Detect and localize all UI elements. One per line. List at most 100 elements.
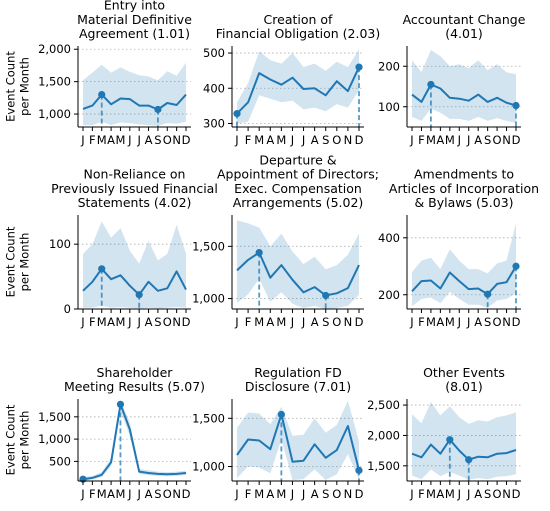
x-tick-label: M (254, 133, 264, 147)
x-tick-label: A (107, 487, 115, 501)
max-point (98, 91, 106, 99)
y-axis-label-line: Event Count (4, 51, 18, 122)
x-tick-label: M (97, 487, 107, 501)
y-tick-label: 1,000 (192, 460, 225, 474)
x-tick-label: J (80, 315, 84, 329)
x-tick-label: J (290, 315, 294, 329)
x-tick-label: J (290, 487, 294, 501)
x-tick-label: D (512, 315, 521, 329)
confidence-band (83, 400, 186, 481)
panel-title-line: Departure & (259, 152, 336, 167)
x-tick-label: N (502, 315, 511, 329)
x-tick-label: J (234, 315, 238, 329)
x-tick-label: O (493, 315, 502, 329)
confidence-band (412, 50, 516, 123)
panel-title-line: Non-Reliance on (84, 167, 186, 182)
x-tick-label: J (80, 487, 84, 501)
x-tick-label: O (332, 315, 341, 329)
x-tick-label: A (145, 315, 153, 329)
confidence-band (237, 220, 359, 309)
x-tick-label: J (409, 487, 413, 501)
x-tick-label: O (332, 133, 341, 147)
y-axis-label: Event Countper Month (4, 51, 32, 122)
x-tick-label: N (172, 487, 181, 501)
max-point (116, 400, 125, 408)
panel-title-line: Agreement (1.01) (79, 26, 190, 41)
y-tick-label: 1,500 (38, 75, 71, 89)
x-tick-label: M (445, 315, 455, 329)
x-tick-label: N (344, 315, 353, 329)
x-tick-label: D (182, 487, 191, 501)
y-tick-label: 100 (378, 100, 400, 114)
min-point (233, 110, 241, 118)
y-tick-label: 2,500 (367, 398, 400, 412)
x-tick-label: D (512, 133, 521, 147)
confidence-band (237, 49, 359, 124)
x-tick-label: F (245, 315, 252, 329)
x-tick-label: J (457, 487, 461, 501)
max-point (255, 249, 263, 257)
max-point (98, 265, 106, 273)
y-tick-label: 1,000 (38, 432, 71, 446)
x-tick-label: N (172, 315, 181, 329)
y-tick-label: 500 (49, 454, 71, 468)
x-tick-label: J (466, 315, 470, 329)
x-tick-label: F (245, 133, 252, 147)
confidence-band (83, 221, 186, 309)
x-tick-label: A (107, 133, 115, 147)
x-tick-label: A (266, 315, 274, 329)
x-tick-label: S (484, 487, 491, 501)
min-point (465, 456, 473, 464)
x-tick-label: M (426, 315, 436, 329)
x-tick-label: J (301, 133, 305, 147)
series-line (411, 265, 517, 296)
x-tick-label: A (474, 487, 482, 501)
x-tick-label: A (145, 133, 153, 147)
x-tick-label: J (457, 315, 461, 329)
y-tick-label: 1,000 (192, 292, 225, 306)
x-tick-label: D (512, 487, 521, 501)
panel-title-line: Accountant Change (403, 12, 526, 27)
y-tick-label: 1,500 (367, 459, 400, 473)
y-axis-label: Event Countper Month (4, 226, 32, 297)
y-tick-label: 200 (378, 288, 400, 302)
y-tick-label: 1,500 (38, 410, 71, 424)
x-tick-label: J (80, 133, 84, 147)
y-axis-label-line: Event Count (4, 404, 18, 475)
x-tick-label: J (409, 133, 413, 147)
x-tick-label: S (322, 315, 329, 329)
x-tick-label: O (332, 487, 341, 501)
x-tick-label: M (97, 133, 107, 147)
max-point (446, 436, 454, 444)
x-tick-label: D (182, 133, 191, 147)
x-tick-label: S (154, 315, 161, 329)
series-line (236, 66, 360, 115)
x-tick-label: J (234, 487, 238, 501)
x-tick-label: S (484, 315, 491, 329)
panel-title-line: Exec. Compensation (234, 181, 362, 196)
x-tick-label: D (182, 315, 191, 329)
x-tick-label: N (502, 133, 511, 147)
x-tick-label: J (127, 133, 131, 147)
y-tick-label: 0 (64, 302, 71, 316)
panel-title-line: Financial Obligation (2.03) (216, 26, 381, 41)
y-axis-label-line: per Month (18, 233, 32, 292)
y-tick-label: 100 (49, 237, 71, 251)
x-tick-label: O (163, 315, 172, 329)
x-tick-label: N (502, 487, 511, 501)
min-point (322, 291, 330, 300)
y-tick-label: 500 (203, 46, 225, 60)
y-tick-label: 2,000 (367, 428, 400, 442)
x-tick-label: N (344, 133, 353, 147)
max-point (512, 262, 520, 270)
panel-title-line: & Bylaws (5.03) (414, 195, 513, 210)
x-tick-label: M (254, 487, 264, 501)
y-tick-label: 1,000 (38, 107, 71, 121)
confidence-band (412, 402, 516, 480)
min-point (135, 291, 143, 299)
